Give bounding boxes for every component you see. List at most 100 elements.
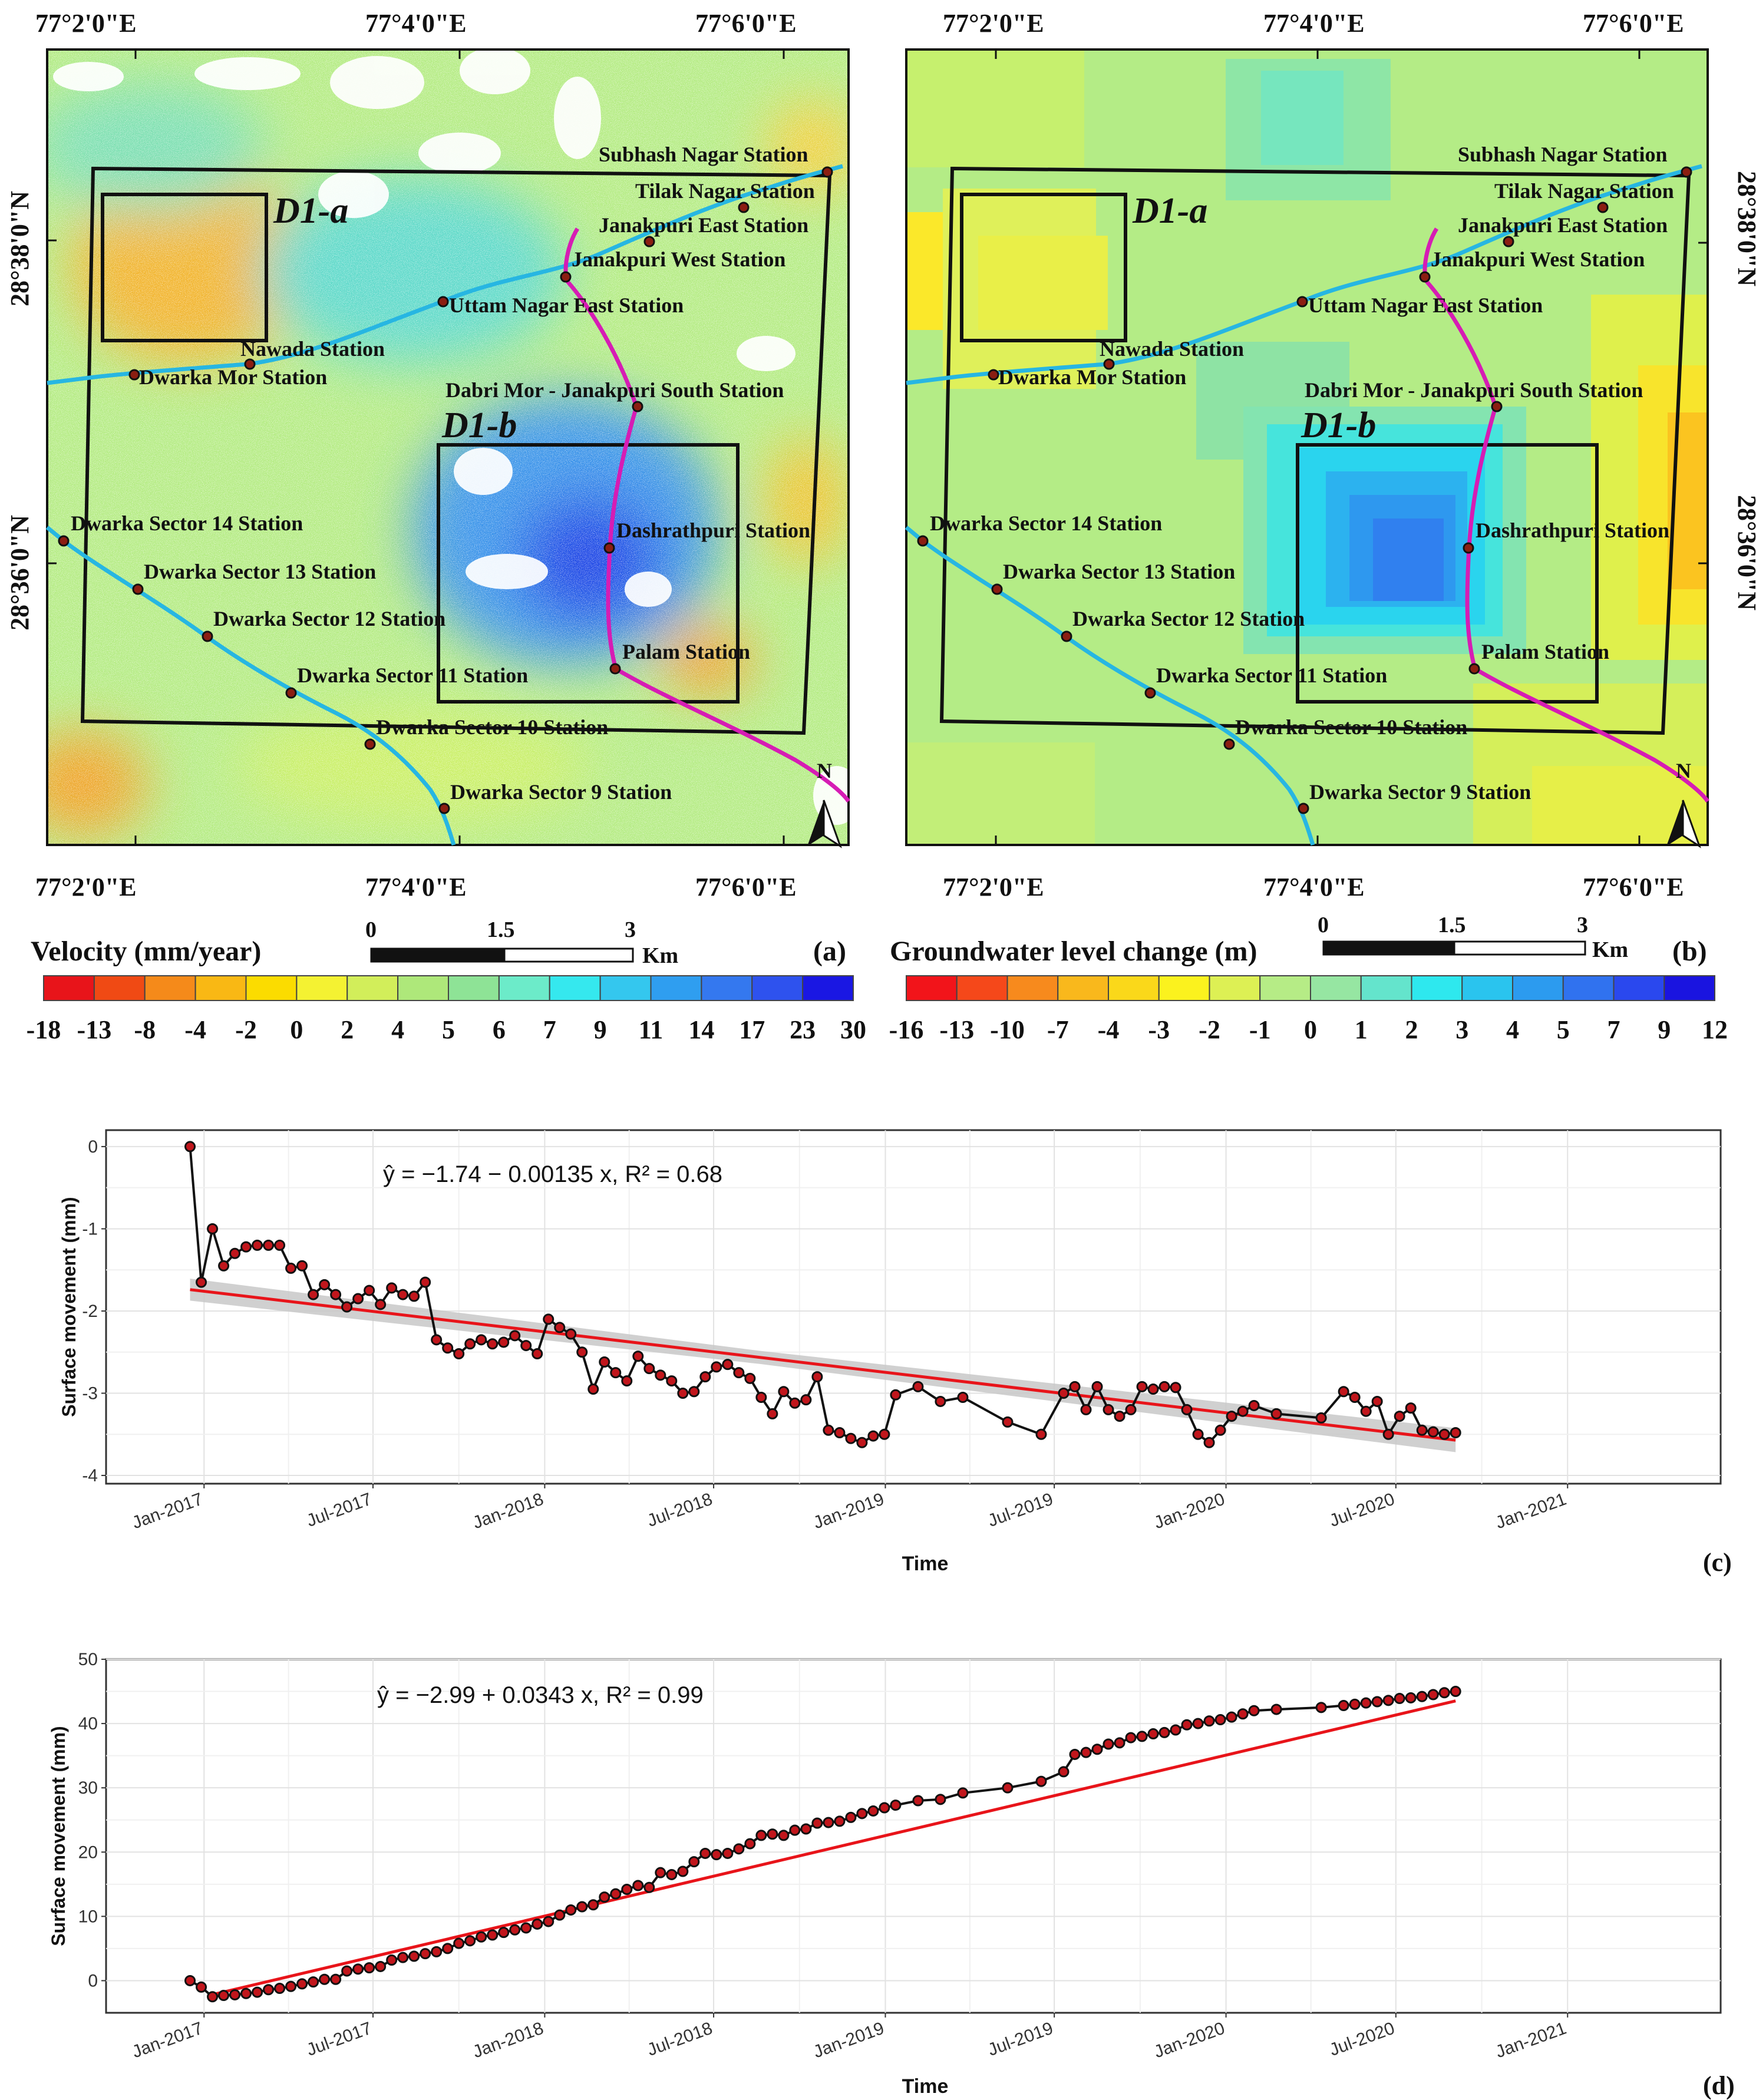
data-point	[509, 1924, 521, 1936]
data-point	[364, 1285, 375, 1296]
data-point	[890, 1389, 902, 1401]
data-point	[1158, 1726, 1170, 1738]
data-point	[744, 1838, 756, 1850]
data-point	[722, 1847, 734, 1859]
station-label: Uttam Nagar East Station	[1308, 293, 1543, 317]
data-point	[856, 1437, 868, 1448]
series-line	[189, 1690, 1456, 1998]
station-label: Dwarka Sector 13 Station	[1003, 560, 1235, 583]
y-tick-label: -4	[82, 1466, 98, 1485]
colorbar-swatch	[245, 975, 298, 1001]
data-point	[1405, 1692, 1417, 1703]
data-point	[218, 1990, 230, 2002]
data-point	[196, 1981, 207, 1993]
data-point	[677, 1388, 689, 1399]
svg-text:0: 0	[365, 917, 377, 942]
data-point	[1438, 1428, 1450, 1440]
data-point	[789, 1824, 801, 1836]
colorbar-swatch	[1613, 975, 1665, 1001]
data-point	[240, 1987, 252, 1999]
data-point	[811, 1817, 823, 1829]
station-label: Nawada Station	[240, 337, 385, 361]
data-point	[1058, 1388, 1070, 1399]
colorbar-swatch	[650, 975, 702, 1001]
data-point	[1360, 1405, 1372, 1417]
lon-label: 77°4'0"E	[1263, 873, 1365, 902]
data-point	[285, 1262, 297, 1274]
lon-label: 77°2'0"E	[35, 9, 137, 38]
station-label: Uttam Nagar East Station	[449, 293, 684, 317]
data-point	[263, 1239, 275, 1251]
data-point	[879, 1802, 890, 1814]
y-tick-label: 30	[78, 1778, 98, 1798]
colorbar-tick-label: 12	[1702, 1015, 1728, 1044]
data-point	[655, 1867, 666, 1878]
data-point	[957, 1391, 969, 1403]
data-point	[576, 1901, 588, 1913]
data-point	[621, 1884, 633, 1896]
data-point	[755, 1391, 767, 1403]
x-tick-label: Jul-2019	[985, 2019, 1055, 2060]
x-tick-label: Jul-2017	[304, 1490, 374, 1531]
data-point	[1080, 1746, 1092, 1758]
data-point	[386, 1954, 398, 1966]
data-point	[431, 1946, 443, 1957]
station-label: Janakpuri East Station	[1458, 213, 1668, 237]
lon-label: 77°4'0"E	[365, 873, 467, 902]
data-point	[520, 1922, 532, 1934]
colorbar-swatch	[1663, 975, 1715, 1001]
colorbar-tick-label: -8	[134, 1015, 156, 1044]
data-point	[1181, 1404, 1193, 1415]
x-tick-label: Jan-2021	[1493, 2019, 1569, 2062]
data-point	[576, 1346, 588, 1358]
station-label: Janakpuri West Station	[1431, 247, 1645, 271]
colorbar-swatch	[1360, 975, 1412, 1001]
data-point	[632, 1880, 644, 1891]
data-point	[823, 1424, 834, 1436]
svg-text:Km: Km	[642, 943, 678, 968]
chart-c-surface-movement: -4 -3 -2 -1 0 Jan-2017 Jul-2017 Jan-2018 Jul-20…	[58, 1129, 1732, 1577]
data-point	[375, 1299, 387, 1310]
data-point	[1349, 1391, 1361, 1403]
lat-label: 28°36'0"N	[5, 515, 34, 630]
lon-label: 77°6'0"E	[695, 9, 797, 38]
data-point	[632, 1351, 644, 1362]
data-point	[767, 1408, 778, 1419]
data-point	[1035, 1428, 1047, 1440]
scale-bar: 0 1.5 3 Km	[365, 917, 678, 968]
data-point	[1382, 1695, 1394, 1706]
data-point	[330, 1289, 342, 1300]
data-point	[1416, 1424, 1428, 1436]
data-point	[229, 1989, 241, 2000]
plot-panel	[105, 1658, 1722, 2014]
data-point	[733, 1367, 745, 1379]
data-point	[554, 1322, 566, 1333]
data-point	[532, 1918, 543, 1930]
data-point	[957, 1787, 969, 1799]
svg-text:1.5: 1.5	[487, 917, 515, 942]
station-label: Dwarka Sector 11 Station	[297, 663, 528, 687]
colorbar-swatch	[751, 975, 804, 1001]
groundwater-legend: Groundwater level change (m) -16 -13 -10 -7…	[889, 913, 1728, 1044]
colorbar-tick-label: 1	[1355, 1015, 1368, 1044]
data-point	[408, 1950, 420, 1962]
colorbar-swatch	[956, 975, 1008, 1001]
data-point	[879, 1428, 890, 1440]
data-point	[621, 1375, 633, 1387]
colorbar-tick-label: 6	[493, 1015, 506, 1044]
y-tick-label: 20	[78, 1843, 98, 1862]
data-point	[677, 1865, 689, 1877]
data-point	[308, 1976, 319, 1988]
y-tick-label: 40	[78, 1714, 98, 1734]
colorbar-tick-label: 30	[840, 1015, 866, 1044]
data-point	[252, 1986, 263, 1998]
colorbar-tick-label: -10	[990, 1015, 1025, 1044]
station-label: Dwarka Sector 12 Station	[213, 607, 445, 630]
data-point	[1214, 1424, 1226, 1436]
data-point	[1147, 1728, 1159, 1740]
colorbar-tick-label: -7	[1047, 1015, 1069, 1044]
station-label: Dwarka Mor Station	[139, 365, 327, 389]
data-point	[778, 1386, 790, 1398]
data-point	[1192, 1428, 1204, 1440]
svg-text:3: 3	[625, 917, 636, 942]
